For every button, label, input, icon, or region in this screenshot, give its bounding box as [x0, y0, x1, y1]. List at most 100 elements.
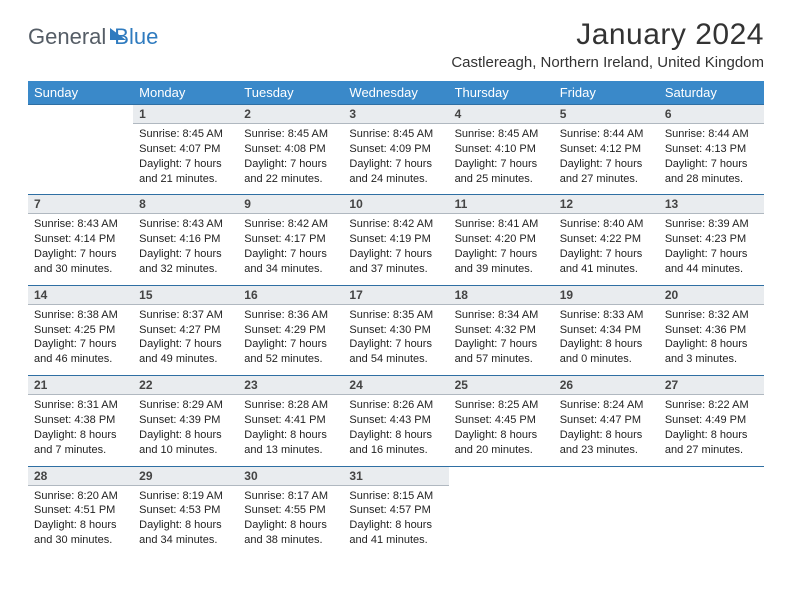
daylight-line2: and 16 minutes. — [349, 443, 442, 458]
sunrise-text: Sunrise: 8:34 AM — [455, 308, 548, 323]
day-cell: Sunrise: 8:19 AMSunset: 4:53 PMDaylight:… — [133, 485, 238, 556]
daylight-line1: Daylight: 8 hours — [349, 518, 442, 533]
empty-day-cell — [554, 485, 659, 556]
day-cell: Sunrise: 8:45 AMSunset: 4:08 PMDaylight:… — [238, 124, 343, 195]
daylight-line1: Daylight: 7 hours — [34, 247, 127, 262]
sunrise-text: Sunrise: 8:42 AM — [349, 217, 442, 232]
daylight-line1: Daylight: 8 hours — [244, 428, 337, 443]
sunrise-text: Sunrise: 8:19 AM — [139, 489, 232, 504]
daylight-line2: and 34 minutes. — [244, 262, 337, 277]
sunrise-text: Sunrise: 8:37 AM — [139, 308, 232, 323]
col-wednesday: Wednesday — [343, 81, 448, 105]
sunrise-text: Sunrise: 8:31 AM — [34, 398, 127, 413]
sunset-text: Sunset: 4:27 PM — [139, 323, 232, 338]
day-cell: Sunrise: 8:43 AMSunset: 4:14 PMDaylight:… — [28, 214, 133, 285]
daylight-line2: and 0 minutes. — [560, 352, 653, 367]
sunrise-text: Sunrise: 8:44 AM — [665, 127, 758, 142]
day-number: 7 — [28, 195, 133, 214]
day-number: 17 — [343, 285, 448, 304]
week-data-row: Sunrise: 8:31 AMSunset: 4:38 PM Daylight:… — [28, 395, 764, 466]
sunrise-text: Sunrise: 8:15 AM — [349, 489, 442, 504]
sunset-text: Sunset: 4:30 PM — [349, 323, 442, 338]
sunrise-text: Sunrise: 8:40 AM — [560, 217, 653, 232]
sunset-text: Sunset: 4:07 PM — [139, 142, 232, 157]
sunset-text: Sunset: 4:36 PM — [665, 323, 758, 338]
day-number: 27 — [659, 376, 764, 395]
daylight-line2: and 13 minutes. — [244, 443, 337, 458]
daylight-line1: Daylight: 7 hours — [139, 247, 232, 262]
day-number: 19 — [554, 285, 659, 304]
day-number: 14 — [28, 285, 133, 304]
header: General Blue January 2024 Castlereagh, N… — [28, 18, 764, 71]
day-cell: Sunrise: 8:39 AMSunset: 4:23 PMDaylight:… — [659, 214, 764, 285]
day-cell: Sunrise: 8:26 AMSunset: 4:43 PMDaylight:… — [343, 395, 448, 466]
sunrise-text: Sunrise: 8:38 AM — [34, 308, 127, 323]
day-cell: Sunrise: 8:44 AMSunset: 4:12 PMDaylight:… — [554, 124, 659, 195]
sunset-text: Sunset: 4:10 PM — [455, 142, 548, 157]
sunset-text: Sunset: 4:49 PM — [665, 413, 758, 428]
sunset-text: Sunset: 4:38 PM — [34, 413, 127, 428]
day-cell: Sunrise: 8:29 AMSunset: 4:39 PMDaylight:… — [133, 395, 238, 466]
daylight-line2: and 25 minutes. — [455, 172, 548, 187]
day-number: 3 — [343, 105, 448, 124]
week-number-row: 78910111213 — [28, 195, 764, 214]
daylight-line1: Daylight: 7 hours — [455, 247, 548, 262]
day-cell: Sunrise: 8:24 AMSunset: 4:47 PMDaylight:… — [554, 395, 659, 466]
empty-day-cell — [28, 124, 133, 195]
daylight-line1: Daylight: 7 hours — [34, 337, 127, 352]
sunrise-text: Sunrise: 8:29 AM — [139, 398, 232, 413]
daylight-line2: and 22 minutes. — [244, 172, 337, 187]
sunrise-text: Sunrise: 8:45 AM — [349, 127, 442, 142]
logo: General Blue — [28, 24, 158, 50]
empty-day-number — [449, 466, 554, 485]
sunrise-text: Sunrise: 8:39 AM — [665, 217, 758, 232]
daylight-line2: and 7 minutes. — [34, 443, 127, 458]
week-data-row: Sunrise: 8:45 AM Sunset: 4:07 PM Daylight:… — [28, 124, 764, 195]
daylight-line1: Daylight: 7 hours — [455, 157, 548, 172]
daylight-line1: Daylight: 8 hours — [665, 337, 758, 352]
daylight-line1: Daylight: 7 hours — [665, 157, 758, 172]
sunrise-text: Sunrise: 8:45 AM — [244, 127, 337, 142]
sunset-text: Sunset: 4:53 PM — [139, 503, 232, 518]
day-number: 8 — [133, 195, 238, 214]
day-cell: Sunrise: 8:42 AMSunset: 4:19 PMDaylight:… — [343, 214, 448, 285]
day-number: 24 — [343, 376, 448, 395]
daylight-line1: Daylight: 7 hours — [455, 337, 548, 352]
sunset-text: Sunset: 4:45 PM — [455, 413, 548, 428]
daylight-line1: Daylight: 7 hours — [665, 247, 758, 262]
day-number: 22 — [133, 376, 238, 395]
day-cell: Sunrise: 8:42 AMSunset: 4:17 PMDaylight:… — [238, 214, 343, 285]
sunset-text: Sunset: 4:12 PM — [560, 142, 653, 157]
day-number: 20 — [659, 285, 764, 304]
daylight-line2: and 46 minutes. — [34, 352, 127, 367]
daylight-line1: Daylight: 8 hours — [560, 428, 653, 443]
week-number-row: 14151617181920 — [28, 285, 764, 304]
sunset-text: Sunset: 4:25 PM — [34, 323, 127, 338]
day-cell: Sunrise: 8:22 AMSunset: 4:49 PMDaylight:… — [659, 395, 764, 466]
sunset-text: Sunset: 4:57 PM — [349, 503, 442, 518]
sunrise-text: Sunrise: 8:41 AM — [455, 217, 548, 232]
daylight-line2: and 30 minutes. — [34, 533, 127, 548]
sunset-text: Sunset: 4:29 PM — [244, 323, 337, 338]
sunset-text: Sunset: 4:20 PM — [455, 232, 548, 247]
daylight-line1: Daylight: 7 hours — [244, 157, 337, 172]
sunrise-text: Sunrise: 8:32 AM — [665, 308, 758, 323]
day-cell: Sunrise: 8:38 AMSunset: 4:25 PMDaylight:… — [28, 304, 133, 375]
day-cell: Sunrise: 8:17 AMSunset: 4:55 PMDaylight:… — [238, 485, 343, 556]
col-thursday: Thursday — [449, 81, 554, 105]
sunset-text: Sunset: 4:55 PM — [244, 503, 337, 518]
col-sunday: Sunday — [28, 81, 133, 105]
sunrise-text: Sunrise: 8:26 AM — [349, 398, 442, 413]
day-cell: Sunrise: 8:34 AMSunset: 4:32 PMDaylight:… — [449, 304, 554, 375]
month-title: January 2024 — [451, 18, 764, 52]
col-monday: Monday — [133, 81, 238, 105]
daylight-line2: and 39 minutes. — [455, 262, 548, 277]
day-cell: Sunrise: 8:44 AMSunset: 4:13 PMDaylight:… — [659, 124, 764, 195]
sunset-text: Sunset: 4:39 PM — [139, 413, 232, 428]
day-number: 6 — [659, 105, 764, 124]
empty-day-cell — [659, 485, 764, 556]
day-cell: Sunrise: 8:20 AMSunset: 4:51 PMDaylight:… — [28, 485, 133, 556]
day-number: 2 — [238, 105, 343, 124]
calendar-table: Sunday Monday Tuesday Wednesday Thursday… — [28, 81, 764, 556]
sunset-text: Sunset: 4:47 PM — [560, 413, 653, 428]
